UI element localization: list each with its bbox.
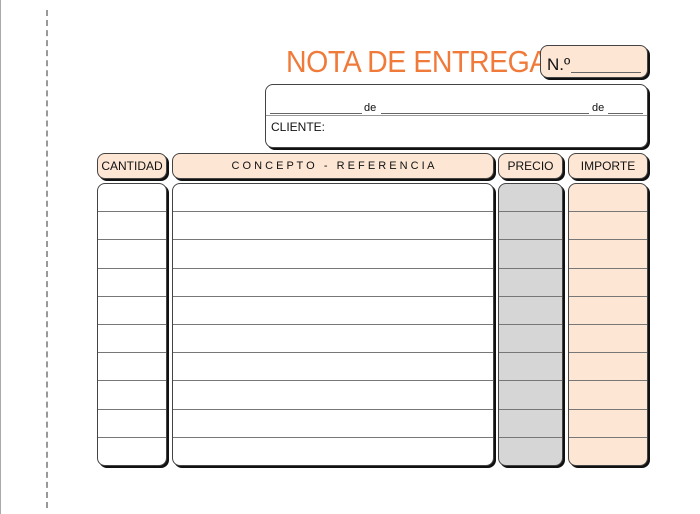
table-row-cell[interactable]	[569, 325, 647, 354]
table-row-cell[interactable]	[98, 325, 166, 354]
table-row-cell[interactable]	[499, 381, 562, 410]
table-row-cell[interactable]	[569, 381, 647, 410]
date-separator: de	[364, 102, 377, 114]
table-row-cell[interactable]	[98, 353, 166, 382]
table-row-cell[interactable]	[499, 269, 562, 297]
table-row-cell[interactable]	[173, 212, 493, 241]
column-precio[interactable]	[498, 183, 563, 466]
table-row-cell[interactable]	[569, 410, 647, 438]
header-concepto: C O N C E P T O - R E F E R E N C I A	[172, 153, 494, 179]
table-row-cell[interactable]	[499, 438, 562, 465]
table-row-cell[interactable]	[98, 269, 166, 297]
number-field-line	[571, 72, 641, 73]
day-line	[270, 113, 362, 114]
year-line	[608, 113, 643, 114]
table-row-cell[interactable]	[569, 184, 647, 213]
table-row-cell[interactable]	[499, 212, 562, 241]
table-row-cell[interactable]	[569, 212, 647, 241]
table-row-cell[interactable]	[173, 297, 493, 326]
header-cantidad: CANTIDAD	[97, 153, 167, 179]
table-row-cell[interactable]	[173, 381, 493, 410]
table-row-cell[interactable]	[499, 353, 562, 382]
month-line	[381, 113, 589, 114]
table-row-cell[interactable]	[499, 325, 562, 354]
table-row-cell[interactable]	[173, 410, 493, 438]
table-row-cell[interactable]	[98, 212, 166, 241]
divider	[266, 115, 647, 116]
table-row-cell[interactable]	[173, 325, 493, 354]
table-row-cell[interactable]	[569, 297, 647, 326]
page-edge	[0, 0, 1, 514]
table-row-cell[interactable]	[98, 438, 166, 465]
header-precio: PRECIO	[498, 153, 563, 179]
column-concepto[interactable]	[172, 183, 494, 466]
table-row-cell[interactable]	[98, 297, 166, 326]
client-label: CLIENTE:	[271, 120, 326, 134]
table-row-cell[interactable]	[499, 184, 562, 213]
table-row-cell[interactable]	[569, 269, 647, 297]
table-row-cell[interactable]	[499, 410, 562, 438]
table-row-cell[interactable]	[569, 240, 647, 269]
table-row-cell[interactable]	[499, 297, 562, 326]
table-row-cell[interactable]	[499, 240, 562, 269]
column-cantidad[interactable]	[97, 183, 167, 466]
table-row-cell[interactable]	[173, 184, 493, 213]
document-title: NOTA DE ENTREGA	[286, 44, 548, 79]
header-importe: IMPORTE	[568, 153, 648, 179]
client-box[interactable]: de de CLIENTE:	[265, 84, 648, 148]
column-importe[interactable]	[568, 183, 648, 466]
table-row-cell[interactable]	[98, 410, 166, 438]
tear-off-perforation	[46, 10, 48, 508]
number-box[interactable]: N.º	[540, 45, 648, 78]
date-separator: de	[592, 102, 605, 114]
table-row-cell[interactable]	[98, 184, 166, 213]
table-row-cell[interactable]	[173, 438, 493, 465]
table-row-cell[interactable]	[173, 269, 493, 297]
table-row-cell[interactable]	[173, 240, 493, 269]
table-row-cell[interactable]	[569, 438, 647, 465]
table-row-cell[interactable]	[98, 240, 166, 269]
table-row-cell[interactable]	[569, 353, 647, 382]
table-row-cell[interactable]	[98, 381, 166, 410]
number-label: N.º	[547, 55, 571, 74]
table-row-cell[interactable]	[173, 353, 493, 382]
